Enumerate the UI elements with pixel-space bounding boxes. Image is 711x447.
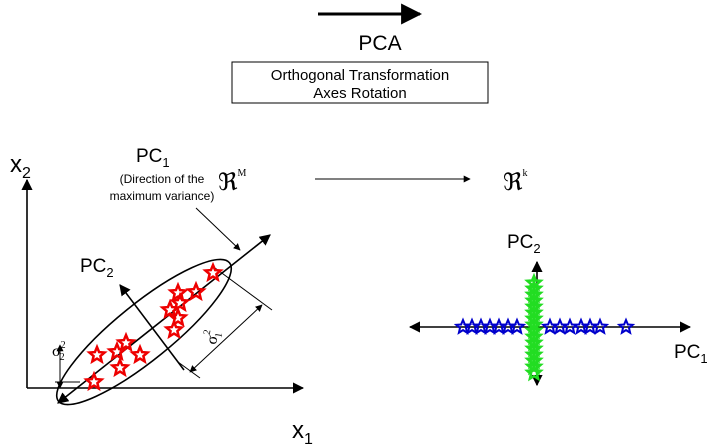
star [86,343,108,365]
star [129,343,151,365]
star [524,362,544,382]
star [185,280,207,302]
sigma2-label: σ2 2 [52,340,66,363]
star [163,318,185,340]
label-sub: 2 [22,165,31,182]
label-base: x [292,417,304,444]
pc1-label: PC1 [136,146,170,170]
label-sub: 1 [304,431,313,447]
box-line: Orthogonal Transformation [271,67,449,84]
label-sub: 1 [213,332,225,339]
label-base: ℜ [503,170,523,196]
label-sup: 2 [202,329,214,336]
label-base: PC [507,232,533,253]
pc1-note: (Direction of the [120,172,205,186]
star [167,306,189,328]
star [109,356,131,378]
pc1-label-right: PC1 [674,342,708,366]
label-base: x [10,151,22,178]
star [507,317,527,335]
label-base: PC [80,256,106,277]
star [590,317,610,335]
label-sub: 1 [700,351,707,366]
label-sub: 1 [162,155,169,170]
label-base: PC [136,146,162,167]
pca-label: PCA [358,32,401,55]
pc1-note: maximum variance) [110,189,215,203]
label-sub: 2 [106,265,113,280]
dim-line [214,267,273,311]
label-sup: k [523,168,528,179]
label-base: ℜ [218,170,238,196]
pc2-label: PC2 [80,256,114,280]
x2-label: x2 [10,151,31,182]
sigma1-label: σ21 [200,329,225,346]
star [159,298,181,320]
stars [83,261,636,392]
star [115,331,137,353]
dim-line [177,361,201,379]
star [616,317,636,335]
box-line: Axes Rotation [313,85,406,102]
sigma1-dim [189,304,263,373]
label-sub: 2 [533,241,540,256]
space-from: ℜM [218,168,247,196]
star [83,370,105,392]
label-sup: M [238,168,247,179]
label-base: σ [52,343,61,360]
label-sup: 2 [61,340,66,351]
star [106,340,128,362]
label-sub: 2 [60,352,65,363]
transform-box [231,61,489,104]
star [524,356,544,376]
leader-line [195,207,241,251]
star [202,261,224,283]
pc2-label-right: PC2 [507,232,541,256]
x1-label: x1 [292,417,313,447]
label-base: PC [674,342,700,363]
label-base: σ [203,334,221,346]
space-to: ℜk [503,168,528,196]
pc2-axis [119,284,185,371]
